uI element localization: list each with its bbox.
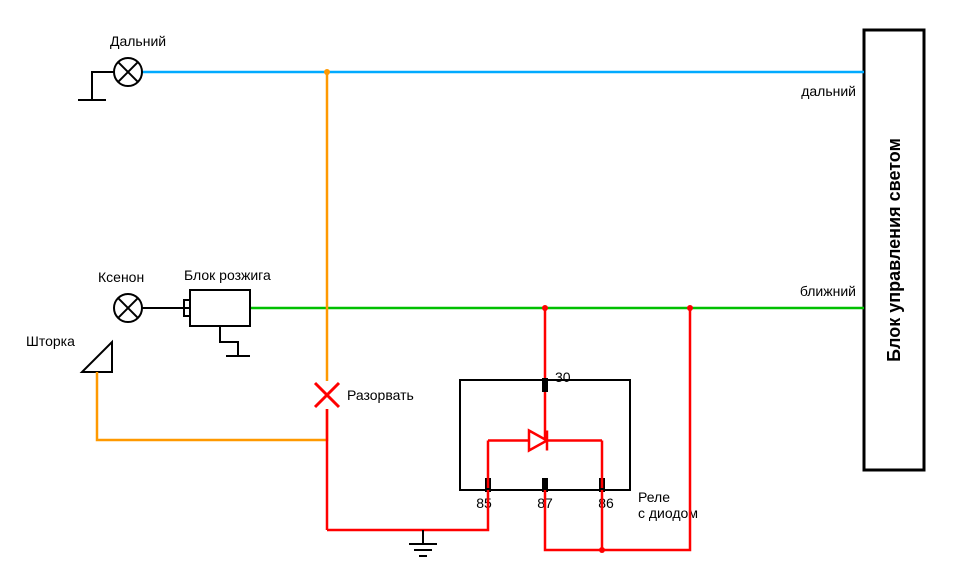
ballast-label: Блок розжига xyxy=(184,267,271,283)
relay-label-1: Реле xyxy=(638,489,670,505)
xenon-label: Ксенон xyxy=(98,269,144,285)
svg-text:86: 86 xyxy=(598,495,614,511)
pin30-label: 30 xyxy=(555,369,571,385)
high-beam-line-label: дальний xyxy=(801,83,856,99)
control-block-label: Блок управления светом xyxy=(884,138,904,362)
cut-label: Разорвать xyxy=(347,387,414,403)
shutter-icon xyxy=(82,342,112,372)
ballast-icon xyxy=(190,290,250,326)
svg-text:85: 85 xyxy=(476,495,492,511)
shutter-label: Шторка xyxy=(26,333,75,349)
lamp-high-label: Дальний xyxy=(110,33,166,49)
low-beam-line-label: ближний xyxy=(800,283,856,299)
